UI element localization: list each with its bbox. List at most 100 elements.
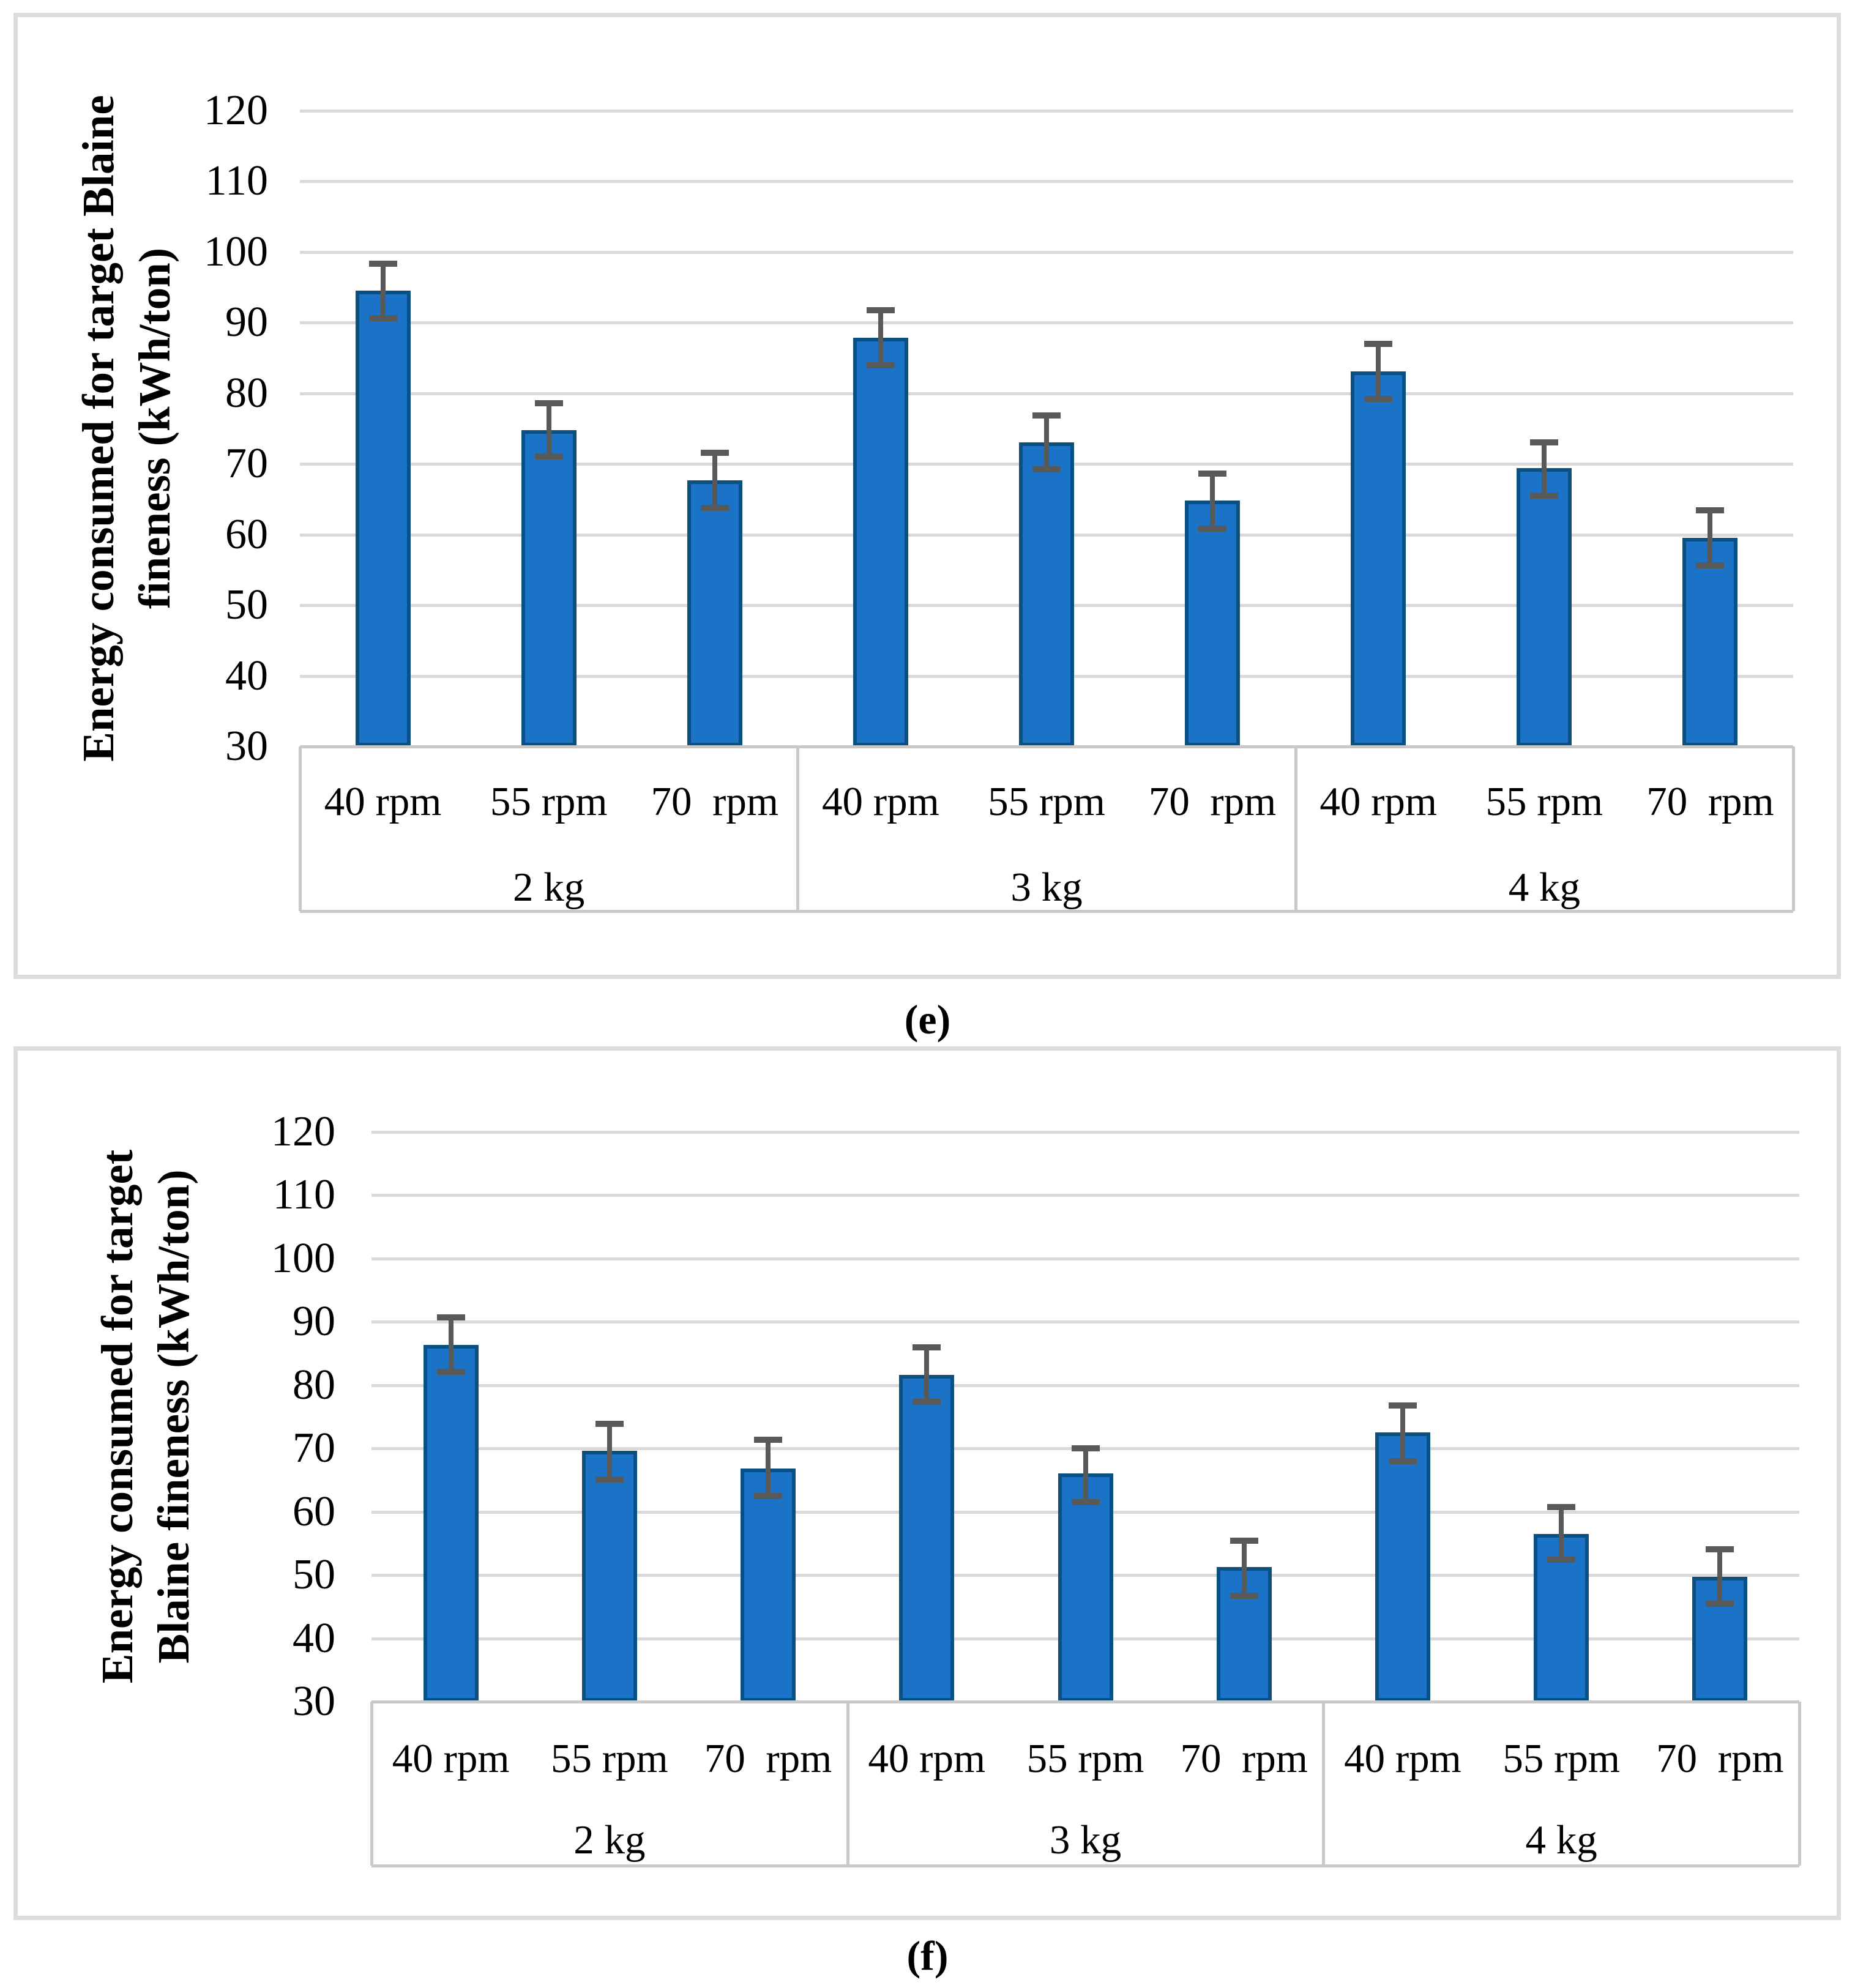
y-tick-label-80: 80 [293, 1361, 335, 1409]
y-tick-label-70: 70 [293, 1424, 335, 1472]
error-bar-top-cap-4kg-70rpm [1696, 507, 1725, 514]
error-bar-top-cap-3kg-70rpm [1198, 471, 1227, 477]
x-category-label-3kg-55rpm: 55 rpm [1026, 1736, 1144, 1781]
error-bar-top-cap-4kg-55rpm [1547, 1504, 1576, 1511]
category-table-separator-f-3 [1798, 1702, 1801, 1866]
error-bar-top-cap-3kg-40rpm [913, 1344, 941, 1351]
x-group-label-3kg: 3 kg [1049, 1817, 1122, 1863]
error-bar-4kg-40rpm [1400, 1405, 1405, 1461]
error-bar-2kg-40rpm [380, 264, 386, 319]
x-category-label-3kg-40rpm: 40 rpm [868, 1736, 986, 1781]
x-category-label-3kg-55rpm: 55 rpm [988, 779, 1105, 824]
error-bar-2kg-55rpm [607, 1423, 612, 1480]
bar-4kg-55rpm [1517, 467, 1572, 746]
x-category-label-2kg-70rpm: 70 rpm [651, 779, 778, 824]
y-tick-label-70: 70 [225, 440, 268, 487]
x-group-label-2kg: 2 kg [513, 865, 585, 910]
y-tick-label-120: 120 [204, 86, 268, 134]
x-group-label-4kg: 4 kg [1525, 1817, 1597, 1863]
y-tick-label-90: 90 [293, 1298, 335, 1345]
bar-2kg-40rpm [355, 291, 411, 746]
y-tick-label-110: 110 [205, 157, 268, 204]
x-group-label-4kg: 4 kg [1508, 865, 1580, 910]
error-bar-bottom-cap-4kg-70rpm [1706, 1600, 1734, 1607]
error-bar-3kg-70rpm [1241, 1541, 1247, 1596]
x-group-label-3kg: 3 kg [1010, 865, 1083, 910]
bar-2kg-55rpm [581, 1451, 637, 1702]
bar-2kg-70rpm [687, 480, 742, 746]
error-bar-top-cap-2kg-55rpm [595, 1420, 624, 1427]
caption-e: (e) [904, 996, 951, 1043]
y-tick-label-50: 50 [293, 1551, 335, 1598]
y-tick-label-30: 30 [225, 723, 268, 770]
x-category-label-4kg-40rpm: 40 rpm [1344, 1736, 1461, 1781]
error-bar-4kg-55rpm [1542, 442, 1547, 496]
error-bar-top-cap-4kg-70rpm [1706, 1546, 1734, 1552]
gridline-80 [300, 392, 1793, 395]
bar-3kg-55rpm [1058, 1473, 1113, 1702]
caption-f: (f) [906, 1932, 949, 1979]
gridline-110 [371, 1194, 1799, 1197]
y-tick-label-40: 40 [293, 1614, 335, 1662]
error-bar-bottom-cap-4kg-40rpm [1364, 395, 1393, 402]
error-bar-bottom-cap-3kg-70rpm [1198, 526, 1227, 532]
y-tick-label-40: 40 [225, 652, 268, 699]
error-bar-bottom-cap-2kg-70rpm [700, 504, 729, 511]
error-bar-bottom-cap-3kg-40rpm [866, 362, 895, 369]
error-bar-bottom-cap-2kg-40rpm [436, 1368, 465, 1375]
error-bar-bottom-cap-2kg-70rpm [754, 1492, 783, 1499]
bar-4kg-40rpm [1351, 371, 1406, 746]
x-axis-line-f [371, 1700, 1799, 1703]
error-bar-2kg-55rpm [546, 403, 551, 457]
y-tick-label-60: 60 [293, 1487, 335, 1535]
y-tick-label-50: 50 [225, 581, 268, 628]
error-bar-top-cap-2kg-40rpm [368, 261, 397, 267]
error-bar-2kg-40rpm [448, 1317, 453, 1372]
error-bar-bottom-cap-3kg-55rpm [1032, 466, 1061, 473]
bar-3kg-70rpm [1185, 501, 1241, 746]
x-category-label-2kg-70rpm: 70 rpm [704, 1736, 832, 1781]
error-bar-top-cap-2kg-40rpm [436, 1314, 465, 1320]
bar-3kg-40rpm [853, 338, 908, 746]
error-bar-top-cap-2kg-55rpm [534, 400, 563, 406]
error-bar-4kg-70rpm [1708, 510, 1713, 566]
y-tick-label-100: 100 [204, 228, 268, 275]
error-bar-bottom-cap-3kg-40rpm [913, 1399, 941, 1405]
error-bar-top-cap-3kg-70rpm [1230, 1538, 1258, 1544]
category-table-separator-e-2 [1294, 746, 1297, 911]
error-bar-top-cap-3kg-55rpm [1032, 412, 1061, 419]
error-bar-3kg-40rpm [924, 1347, 930, 1402]
gridline-110 [300, 180, 1793, 183]
error-bar-bottom-cap-4kg-70rpm [1696, 562, 1725, 569]
x-axis-line-e [300, 745, 1793, 748]
x-category-label-3kg-40rpm: 40 rpm [822, 779, 939, 824]
x-category-label-4kg-55rpm: 55 rpm [1485, 779, 1603, 824]
error-bar-top-cap-4kg-40rpm [1364, 340, 1393, 347]
category-table-separator-f-2 [1322, 1702, 1326, 1866]
y-tick-label-120: 120 [271, 1108, 335, 1155]
gridline-100 [300, 250, 1793, 254]
error-bar-3kg-70rpm [1210, 474, 1215, 529]
error-bar-bottom-cap-4kg-55rpm [1547, 1557, 1576, 1563]
category-table-bottom-border-f [371, 1864, 1799, 1867]
error-bar-bottom-cap-2kg-55rpm [534, 453, 563, 460]
error-bar-3kg-55rpm [1083, 1448, 1088, 1502]
error-bar-bottom-cap-2kg-40rpm [368, 315, 397, 322]
error-bar-4kg-40rpm [1376, 343, 1381, 399]
error-bar-4kg-55rpm [1559, 1507, 1564, 1560]
error-bar-bottom-cap-4kg-40rpm [1388, 1457, 1417, 1464]
x-category-label-4kg-55rpm: 55 rpm [1502, 1736, 1620, 1781]
bar-2kg-55rpm [521, 430, 577, 746]
y-axis-title-f: Energy consumed for target Blaine finenes… [89, 682, 202, 1988]
error-bar-top-cap-3kg-40rpm [866, 307, 895, 314]
x-group-label-2kg: 2 kg [573, 1817, 646, 1863]
x-category-label-4kg-70rpm: 70 rpm [1656, 1736, 1784, 1781]
error-bar-2kg-70rpm [712, 452, 717, 508]
x-category-label-2kg-40rpm: 40 rpm [324, 779, 442, 824]
error-bar-top-cap-2kg-70rpm [754, 1436, 783, 1443]
category-table-separator-e-0 [299, 746, 302, 911]
y-tick-label-90: 90 [225, 299, 268, 346]
gridline-80 [371, 1383, 1799, 1387]
bar-4kg-40rpm [1375, 1432, 1430, 1702]
